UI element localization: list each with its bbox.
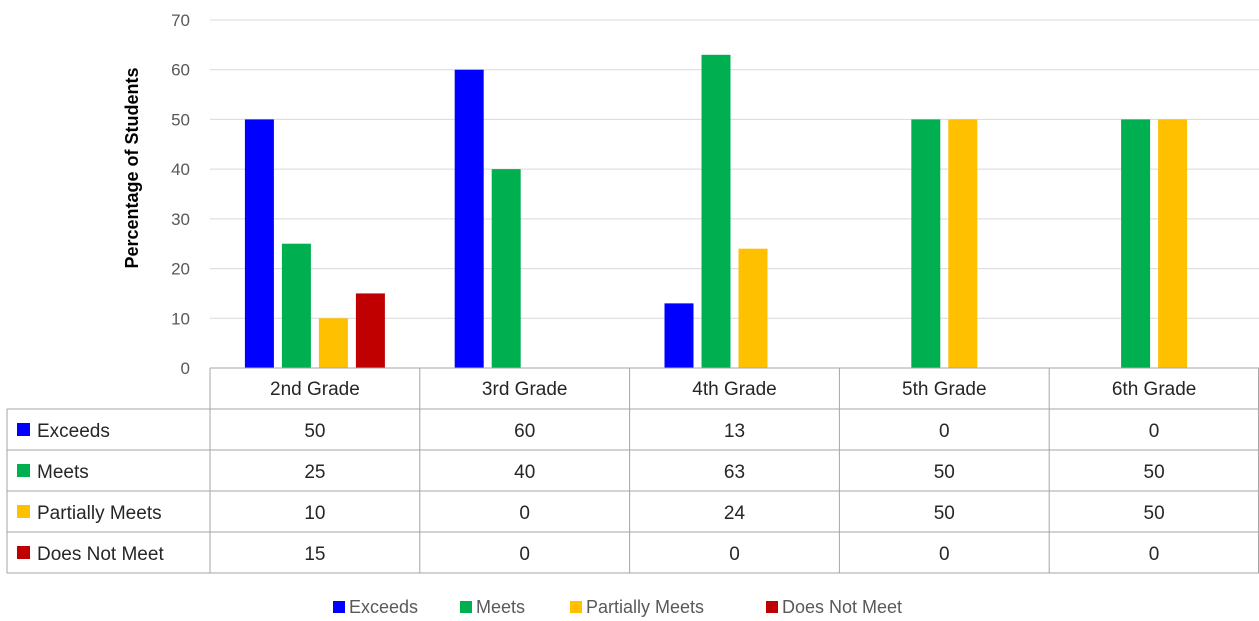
data-table: 2nd Grade 3rd Grade 4th Grade 5th Grade 6th … <box>6 367 1259 574</box>
data-label: 40 <box>514 462 535 483</box>
bar <box>948 119 978 368</box>
data-label: 50 <box>934 503 955 524</box>
y-axis-label: Percentage of Students <box>122 67 142 268</box>
legend-label: Meets <box>476 597 525 617</box>
legend-label: Partially Meets <box>586 597 704 617</box>
bar <box>911 119 941 368</box>
series-row-label: Meets <box>37 462 89 483</box>
bar <box>244 119 274 368</box>
bar <box>355 293 385 368</box>
series-row-label: Exceeds <box>37 421 110 442</box>
data-label: 50 <box>1144 462 1165 483</box>
data-label: 0 <box>519 544 530 565</box>
bar <box>701 54 731 369</box>
category-label: 2nd Grade <box>270 379 360 400</box>
data-label: 0 <box>1149 544 1160 565</box>
legend-swatch <box>766 601 778 613</box>
gridlines <box>210 19 1259 319</box>
bar <box>738 248 768 368</box>
series-swatch <box>17 423 30 436</box>
data-label: 24 <box>724 503 746 524</box>
legend: Exceeds Meets Partially Meets Does Not Meet <box>333 597 902 617</box>
data-label: 50 <box>934 462 955 483</box>
data-label: 0 <box>939 544 950 565</box>
bar <box>1158 119 1188 368</box>
series-row-label: Does Not Meet <box>37 544 164 565</box>
data-label: 0 <box>519 503 530 524</box>
category-label: 6th Grade <box>1112 379 1197 400</box>
data-label: 0 <box>1149 421 1160 442</box>
data-label: 0 <box>729 544 740 565</box>
data-label: 10 <box>304 503 325 524</box>
bars <box>244 54 1188 369</box>
data-label: 60 <box>514 421 535 442</box>
series-swatch <box>17 464 30 477</box>
y-tick-label: 50 <box>171 110 190 129</box>
y-tick-label: 70 <box>171 11 190 30</box>
legend-swatch <box>333 601 345 613</box>
series-swatch <box>17 505 30 518</box>
category-label: 4th Grade <box>692 379 777 400</box>
data-label: 0 <box>939 421 950 442</box>
y-axis-ticks: 0 10 20 30 40 50 60 70 <box>171 11 190 378</box>
legend-label: Exceeds <box>349 597 418 617</box>
data-label: 13 <box>724 421 745 442</box>
series-row-label: Partially Meets <box>37 503 162 524</box>
y-tick-label: 10 <box>171 309 190 328</box>
category-label: 5th Grade <box>902 379 987 400</box>
data-label: 15 <box>304 544 325 565</box>
y-tick-label: 20 <box>171 260 190 279</box>
bar <box>281 243 311 368</box>
y-tick-label: 30 <box>171 210 190 229</box>
bar <box>491 169 521 368</box>
bar <box>664 303 694 368</box>
y-tick-label: 0 <box>181 359 190 378</box>
series-swatch <box>17 546 30 559</box>
data-label: 50 <box>1144 503 1165 524</box>
legend-swatch <box>460 601 472 613</box>
bar <box>454 69 484 368</box>
category-label: 3rd Grade <box>482 379 568 400</box>
data-label: 50 <box>304 421 325 442</box>
legend-swatch <box>570 601 582 613</box>
bar <box>1121 119 1151 368</box>
data-label: 25 <box>304 462 325 483</box>
y-tick-label: 60 <box>171 61 190 80</box>
data-label: 63 <box>724 462 745 483</box>
y-tick-label: 40 <box>171 160 190 179</box>
bar <box>318 318 348 368</box>
legend-label: Does Not Meet <box>782 597 902 617</box>
